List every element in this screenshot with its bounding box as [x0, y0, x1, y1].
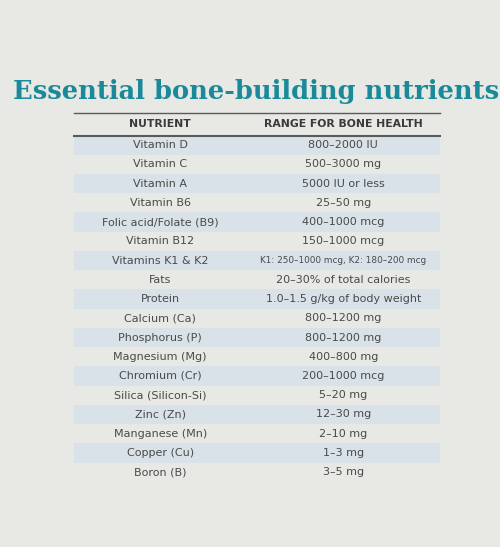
Text: Vitamin B12: Vitamin B12	[126, 236, 194, 246]
Text: Vitamin A: Vitamin A	[133, 179, 187, 189]
Text: Vitamin D: Vitamin D	[132, 140, 188, 150]
Bar	[74, 113, 440, 136]
Bar	[74, 443, 440, 463]
Text: Zinc (Zn): Zinc (Zn)	[134, 410, 186, 420]
Text: 150–1000 mcg: 150–1000 mcg	[302, 236, 384, 246]
Bar	[74, 366, 440, 386]
Text: 800–1200 mg: 800–1200 mg	[305, 313, 382, 323]
Text: 800–2000 IU: 800–2000 IU	[308, 140, 378, 150]
Text: 5000 IU or less: 5000 IU or less	[302, 179, 384, 189]
Bar	[74, 328, 440, 347]
Text: Vitamin B6: Vitamin B6	[130, 198, 190, 208]
Text: Manganese (Mn): Manganese (Mn)	[114, 429, 207, 439]
Text: K1: 250–1000 mcg, K2: 180–200 mcg: K1: 250–1000 mcg, K2: 180–200 mcg	[260, 256, 426, 265]
Text: Folic acid/Folate (B9): Folic acid/Folate (B9)	[102, 217, 218, 227]
Text: Chromium (Cr): Chromium (Cr)	[119, 371, 202, 381]
Text: NUTRIENT: NUTRIENT	[130, 119, 191, 129]
Text: 20–30% of total calories: 20–30% of total calories	[276, 275, 410, 285]
Bar	[74, 405, 440, 424]
Text: 25–50 mg: 25–50 mg	[316, 198, 371, 208]
Text: 1.0–1.5 g/kg of body weight: 1.0–1.5 g/kg of body weight	[266, 294, 421, 304]
Text: 1–3 mg: 1–3 mg	[322, 448, 364, 458]
Text: 3–5 mg: 3–5 mg	[322, 467, 364, 477]
Bar	[74, 155, 440, 174]
Text: 800–1200 mg: 800–1200 mg	[305, 333, 382, 342]
Bar	[74, 386, 440, 405]
Bar	[74, 212, 440, 232]
Text: Copper (Cu): Copper (Cu)	[126, 448, 194, 458]
Text: Essential bone-building nutrients: Essential bone-building nutrients	[13, 79, 500, 104]
Bar	[74, 174, 440, 193]
Bar	[74, 270, 440, 289]
Text: RANGE FOR BONE HEALTH: RANGE FOR BONE HEALTH	[264, 119, 422, 129]
Bar	[74, 424, 440, 443]
Bar	[74, 136, 440, 155]
Text: 2–10 mg: 2–10 mg	[319, 429, 368, 439]
Text: Magnesium (Mg): Magnesium (Mg)	[114, 352, 207, 362]
Text: 500–3000 mg: 500–3000 mg	[305, 159, 382, 170]
Text: Fats: Fats	[149, 275, 172, 285]
Bar	[74, 251, 440, 270]
Text: Boron (B): Boron (B)	[134, 467, 186, 477]
Text: Vitamin C: Vitamin C	[133, 159, 187, 170]
Text: 5–20 mg: 5–20 mg	[319, 390, 368, 400]
Bar	[74, 463, 440, 482]
Text: Phosphorus (P): Phosphorus (P)	[118, 333, 202, 342]
Bar	[74, 289, 440, 309]
Text: Protein: Protein	[140, 294, 179, 304]
Text: 200–1000 mcg: 200–1000 mcg	[302, 371, 384, 381]
Text: 400–1000 mcg: 400–1000 mcg	[302, 217, 384, 227]
Text: Silica (Silicon-Si): Silica (Silicon-Si)	[114, 390, 206, 400]
Bar	[74, 193, 440, 212]
Bar	[74, 309, 440, 328]
Bar	[74, 232, 440, 251]
Text: Calcium (Ca): Calcium (Ca)	[124, 313, 196, 323]
Text: 12–30 mg: 12–30 mg	[316, 410, 371, 420]
Text: Vitamins K1 & K2: Vitamins K1 & K2	[112, 255, 208, 266]
Text: 400–800 mg: 400–800 mg	[308, 352, 378, 362]
Bar	[74, 347, 440, 366]
